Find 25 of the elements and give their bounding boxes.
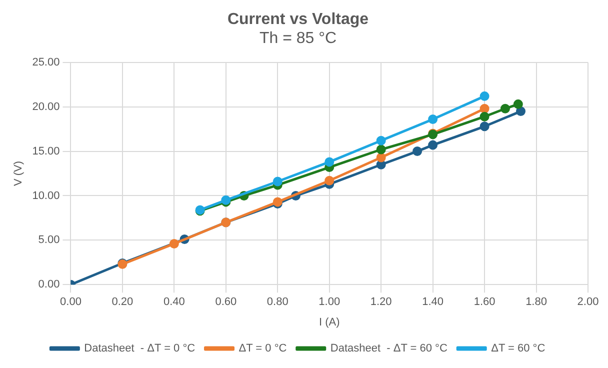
y-axis-title: V (V) [12, 160, 25, 186]
x-tick-label: 1.60 [474, 296, 496, 308]
x-tick-label: 1.80 [526, 296, 547, 308]
x-axis-title: I (A) [318, 316, 340, 328]
x-tick-label: 0.00 [60, 296, 82, 308]
x-tick-label: 1.00 [318, 296, 340, 308]
chart-subtitle: Th = 85 °C [259, 30, 337, 48]
x-tick-label: 0.80 [266, 296, 288, 308]
legend-label: Datasheet - ΔT = 60 °C [330, 342, 448, 355]
legend-label: ΔT = 0 °C [238, 342, 287, 355]
y-tick-label: 0.00 [38, 278, 60, 291]
x-tick-label: 1.40 [422, 296, 444, 308]
y-tick-label: 20.00 [32, 100, 60, 113]
x-tick-label: 0.60 [215, 296, 237, 308]
x-tick-label: 2.00 [577, 296, 599, 308]
x-tick-label: 0.20 [112, 296, 134, 308]
y-tick-label: 5.00 [38, 234, 60, 246]
chart-title: Current vs Voltage [227, 11, 369, 28]
legend-label: ΔT = 60 °C [491, 342, 546, 355]
y-tick-label: 15.00 [32, 145, 60, 158]
x-tick-label: 1.20 [370, 296, 392, 308]
x-tick-label: 0.40 [163, 296, 185, 308]
y-tick-label: 25.00 [32, 56, 60, 68]
y-tick-label: 10.00 [32, 190, 60, 202]
legend-label: Datasheet - ΔT = 0 °C [84, 342, 196, 355]
